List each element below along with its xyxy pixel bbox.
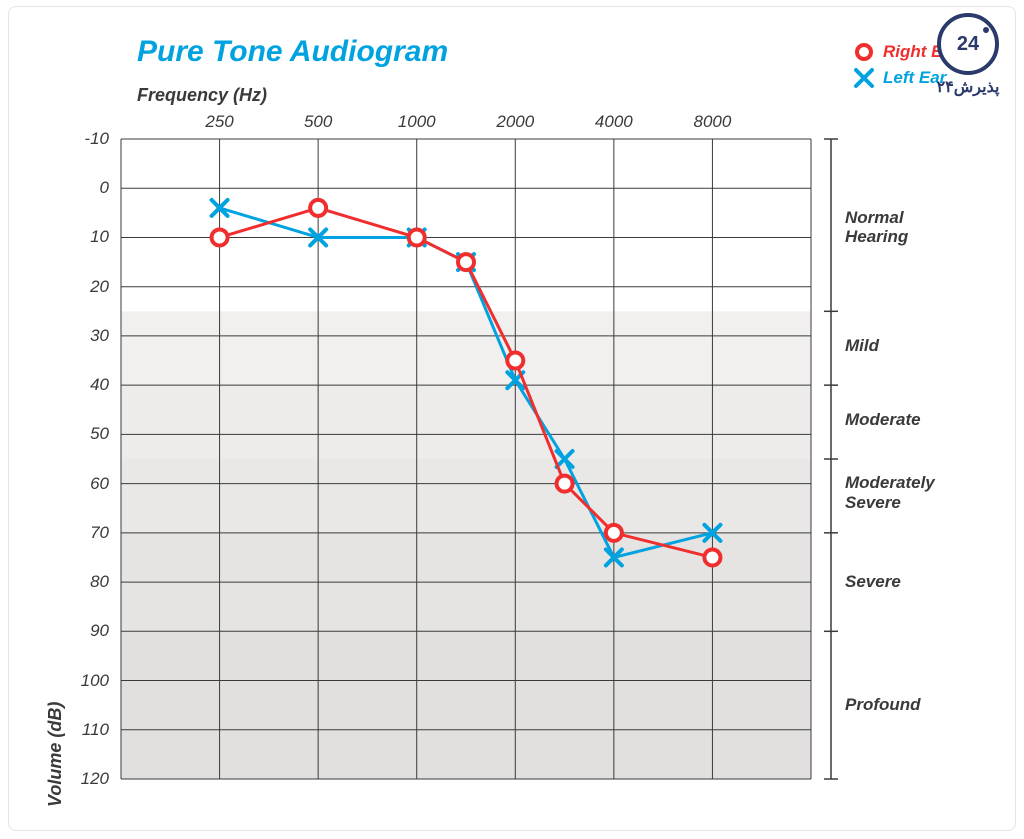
y-tick-label: 90 — [9, 621, 109, 641]
y-tick-label: -10 — [9, 129, 109, 149]
y-tick-label: 60 — [9, 474, 109, 494]
y-tick-label: 30 — [9, 326, 109, 346]
severity-band-label: Mild — [845, 336, 879, 356]
y-tick-label: 50 — [9, 424, 109, 444]
severity-band-label: Moderate — [845, 410, 921, 430]
severity-band-label: NormalHearing — [845, 208, 908, 247]
chart-card: Pure Tone Audiogram Frequency (Hz) Volum… — [8, 6, 1016, 831]
y-tick-label: 120 — [9, 769, 109, 789]
y-tick-label: 100 — [9, 671, 109, 691]
y-tick-label: 40 — [9, 375, 109, 395]
severity-band-label: Profound — [845, 695, 921, 715]
y-tick-label: 110 — [9, 720, 109, 740]
x-tick-label: 250 — [200, 112, 240, 132]
x-tick-label: 1000 — [397, 112, 437, 132]
y-tick-label: 10 — [9, 227, 109, 247]
x-tick-label: 8000 — [692, 112, 732, 132]
severity-band-label: Severe — [845, 572, 901, 592]
x-tick-label: 2000 — [495, 112, 535, 132]
y-tick-label: 20 — [9, 277, 109, 297]
x-tick-label: 500 — [298, 112, 338, 132]
x-tick-label: 4000 — [594, 112, 634, 132]
y-tick-label: 0 — [9, 178, 109, 198]
severity-band-label: ModeratelySevere — [845, 473, 935, 512]
y-tick-label: 80 — [9, 572, 109, 592]
y-tick-label: 70 — [9, 523, 109, 543]
